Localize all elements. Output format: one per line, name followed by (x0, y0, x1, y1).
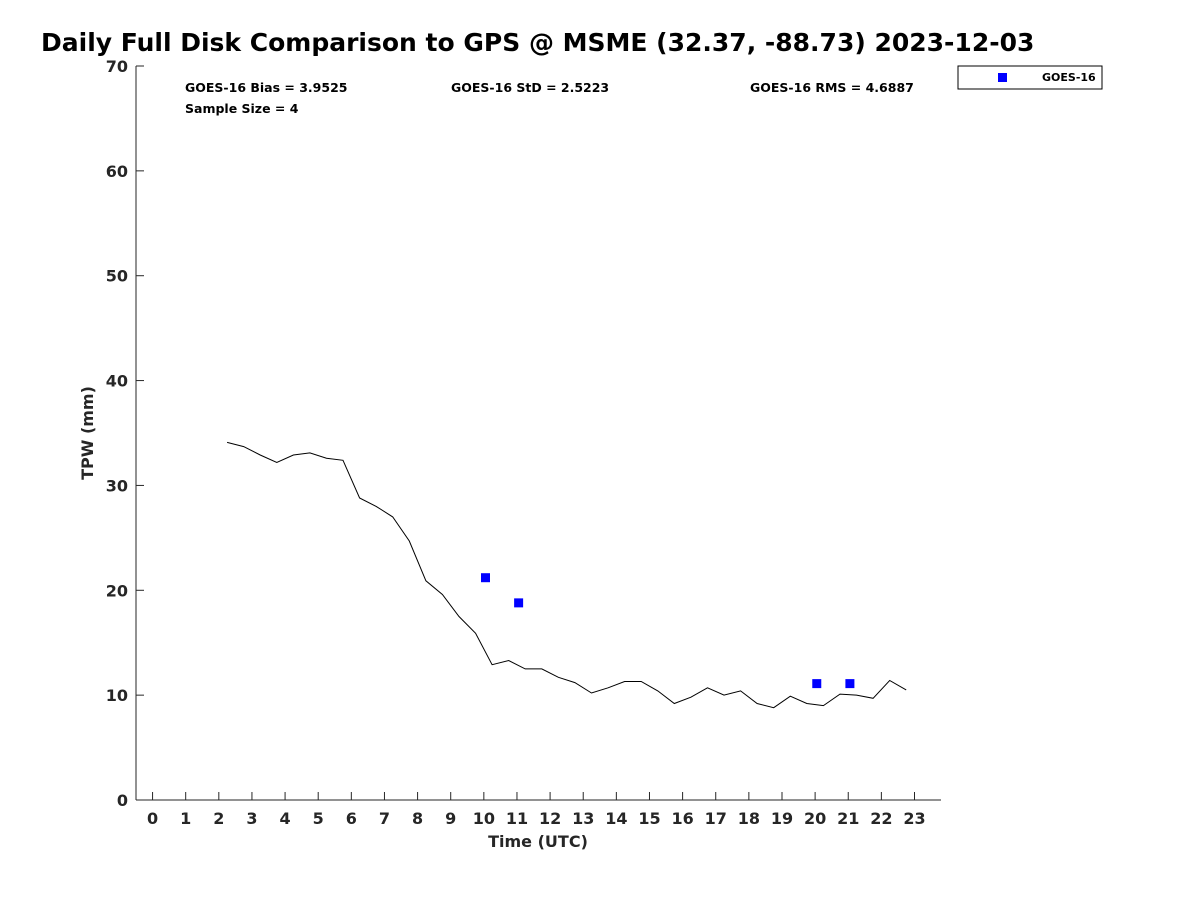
goes-16-point (812, 679, 822, 689)
y-tick-label: 30 (106, 476, 128, 495)
x-tick-label: 3 (246, 809, 257, 828)
x-tick-label: 13 (572, 809, 594, 828)
x-tick-label: 17 (705, 809, 727, 828)
x-tick-label: 0 (147, 809, 158, 828)
legend: GOES-16 (957, 65, 1103, 90)
y-axis-label: TPW (mm) (78, 386, 97, 480)
x-tick-label: 16 (671, 809, 693, 828)
y-tick-label: 40 (106, 372, 128, 391)
x-tick-label: 2 (213, 809, 224, 828)
x-tick-label: 23 (903, 809, 925, 828)
x-tick-label: 7 (379, 809, 390, 828)
x-tick-label: 5 (313, 809, 324, 828)
x-tick-label: 14 (605, 809, 627, 828)
x-tick-label: 20 (804, 809, 826, 828)
x-tick-label: 6 (346, 809, 357, 828)
y-tick-label: 50 (106, 267, 128, 286)
legend-box (957, 65, 1103, 90)
x-tick-label: 12 (539, 809, 561, 828)
x-tick-label: 22 (870, 809, 892, 828)
x-tick-label: 11 (506, 809, 528, 828)
x-tick-label: 15 (638, 809, 660, 828)
rms-stat: GOES-16 RMS = 4.6887 (750, 80, 914, 95)
x-tick-label: 10 (473, 809, 495, 828)
sample-size-stat: Sample Size = 4 (185, 101, 299, 116)
gps-tpw-line (226, 441, 907, 709)
x-tick-label: 18 (738, 809, 760, 828)
goes-16-point (514, 598, 524, 608)
y-tick-label: 70 (106, 57, 128, 76)
x-axis-label: Time (UTC) (488, 832, 588, 851)
x-tick-label: 4 (280, 809, 291, 828)
x-tick-label: 1 (180, 809, 191, 828)
x-tick-label: 9 (445, 809, 456, 828)
y-tick-label: 60 (106, 162, 128, 181)
goes-16-point (480, 573, 490, 583)
chart-title: Daily Full Disk Comparison to GPS @ MSME… (41, 28, 1035, 57)
x-tick-label: 19 (771, 809, 793, 828)
y-tick-label: 0 (117, 791, 128, 810)
series-layer (226, 441, 907, 709)
x-tick-label: 8 (412, 809, 423, 828)
std-stat: GOES-16 StD = 2.5223 (451, 80, 609, 95)
y-tick-label: 10 (106, 686, 128, 705)
bias-stat: GOES-16 Bias = 3.9525 (185, 80, 347, 95)
goes-16-point (845, 679, 855, 689)
legend-label-goes-16: GOES-16 (1042, 71, 1096, 84)
y-tick-label: 20 (106, 581, 128, 600)
legend-marker-goes-16 (998, 73, 1007, 82)
x-tick-label: 21 (837, 809, 859, 828)
